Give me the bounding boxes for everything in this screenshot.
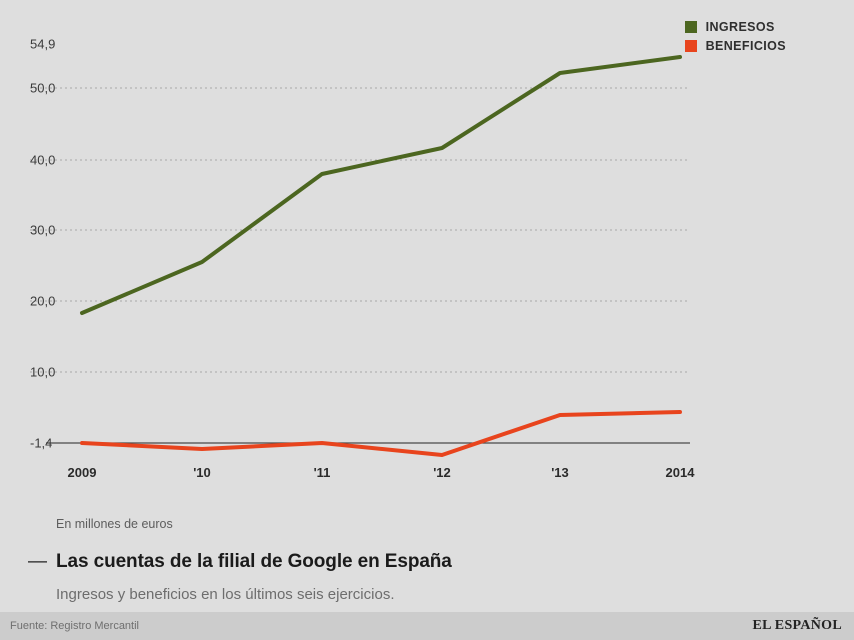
legend-label-beneficios: BENEFICIOS xyxy=(705,39,786,53)
series-lines xyxy=(80,55,682,457)
caption-block: En millones de euros — Las cuentas de la… xyxy=(0,505,854,603)
plot-svg xyxy=(30,55,690,457)
source-label: Fuente: Registro Mercantil xyxy=(10,620,139,632)
title-row: — Las cuentas de la filial de Google en … xyxy=(28,551,854,573)
legend-swatch-beneficios xyxy=(684,40,697,52)
page-subtitle: Ingresos y beneficios en los últimos sei… xyxy=(56,586,395,603)
gridlines xyxy=(30,87,690,373)
chart-legend: INGRESOS BENEFICIOS xyxy=(684,20,786,53)
series-line-ingresos xyxy=(80,55,682,315)
legend-item-beneficios: BENEFICIOS xyxy=(684,39,786,53)
legend-item-ingresos: INGRESOS xyxy=(684,20,786,34)
plot-area: 54,9 50,0 40,0 30,0 20,0 10,0 -1,4 xyxy=(30,37,690,457)
series-line-beneficios xyxy=(80,410,682,457)
units-label: En millones de euros xyxy=(56,517,173,531)
footer-bar: Fuente: Registro Mercantil EL ESPAÑOL xyxy=(0,612,854,640)
title-dash-icon: — xyxy=(28,551,47,572)
page-title: Las cuentas de la filial de Google en Es… xyxy=(56,551,452,572)
legend-swatch-ingresos xyxy=(684,21,697,33)
legend-label-ingresos: INGRESOS xyxy=(705,20,775,34)
brand-logo: EL ESPAÑOL xyxy=(752,618,842,633)
